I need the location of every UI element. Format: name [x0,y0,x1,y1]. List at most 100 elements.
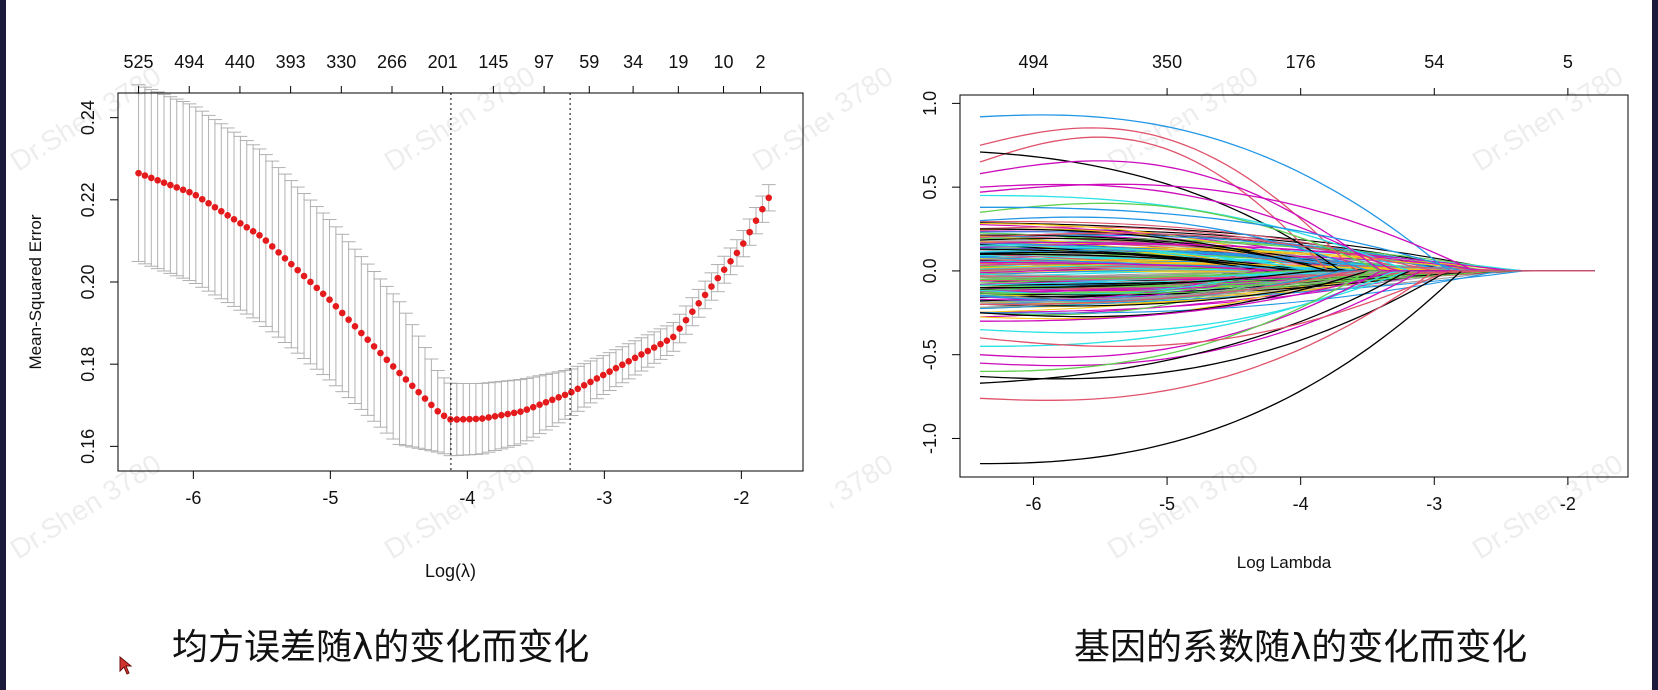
mse-point [510,409,518,417]
mse-point [612,364,620,372]
mse-point [256,232,263,239]
mse-point [587,378,594,386]
mse-point [383,356,391,364]
x-tick-label: -5 [1159,494,1175,514]
caption-right: 基因的系数随λ的变化而变化 [1074,627,1528,668]
coefficient-path [979,270,1595,314]
mse-point [364,336,372,344]
y-tick-label: 0.22 [78,182,98,217]
x-tick-label: -4 [1293,494,1309,514]
mse-point [720,266,728,274]
mse-point [179,186,187,194]
mse-point [224,211,231,219]
mse-point [332,302,340,310]
y-tick-label: 0.18 [78,347,98,382]
mse-point [746,228,753,236]
top-tick-label: 440 [225,52,255,72]
mse-point [606,368,613,375]
mse-point [275,249,282,256]
mse-point [415,388,422,396]
mse-point [752,217,760,224]
mse-point [739,240,747,247]
mse-point [498,411,505,419]
watermark: Dr.Shen 3780 [1467,60,1629,177]
mse-point [230,215,238,223]
mse-point [504,410,512,418]
mse-point [701,291,709,299]
y-tick-label: 0.16 [78,429,98,464]
top-tick-label: 494 [1018,52,1048,72]
mouse-cursor-icon [119,656,133,675]
mse-point [580,382,588,389]
x-tick-label: -4 [459,488,475,508]
mse-point [638,351,645,358]
mse-point [192,191,200,199]
mse-point [708,283,715,290]
mse-point [249,228,257,235]
plot-frame [117,92,804,472]
y-tick-label: 0.24 [78,100,98,135]
mse-point [714,274,722,282]
top-tick-label: 10 [714,52,734,72]
top-tick-label: 525 [124,52,154,72]
mse-point [319,290,327,298]
mse-point [294,266,301,274]
mse-point [345,316,352,323]
watermark: Dr.Shen 3780 [379,60,541,177]
top-tick-label: 266 [377,52,407,72]
mse-point [485,414,492,421]
mse-point [593,375,601,382]
mse-point [663,337,671,344]
mse-point [351,323,359,330]
x-tick-label: -2 [733,488,749,508]
mse-point [326,296,333,304]
point-group [135,169,773,423]
coefficient-path [979,264,1595,272]
coefficient-path-group [979,114,1595,465]
mse-point [370,343,378,350]
mse-point [689,308,696,316]
mse-point [434,407,442,415]
mse-point [173,184,181,191]
mse-point [644,347,652,355]
top-tick-label: 494 [174,52,204,72]
coefficient-path [979,270,1595,348]
mse-point [288,260,295,268]
watermark: Dr.Shen 3780 [830,60,898,177]
mse-point [459,416,467,423]
mse-point [631,354,639,362]
mse-point [625,357,633,365]
mse-point [421,395,429,402]
x-tick-label: -5 [322,488,338,508]
mse-point [619,361,626,369]
window-edge-left [0,0,6,690]
mse-point [141,172,149,179]
y-tick-label: -1.0 [920,423,940,454]
mse-point [676,325,683,332]
watermark: Dr.Shen 3780 [1467,448,1629,565]
y-tick-label: 0.5 [920,175,940,200]
mse-point [154,176,161,184]
top-tick-label: 176 [1286,52,1316,72]
mse-point [281,254,289,262]
mse-point [682,316,690,324]
window-edge-right [1652,0,1658,690]
top-tick-label: 5 [1563,52,1573,72]
top-tick-label: 59 [579,52,599,72]
watermark: Dr.Shen 3780 [1102,448,1264,565]
y-tick-label: 0.20 [78,264,98,299]
mse-point [237,219,244,227]
top-tick-label: 97 [534,52,554,72]
top-tick-label: 393 [276,52,306,72]
top-tick-label: 350 [1152,52,1182,72]
mse-point [205,199,212,207]
mse-point [313,284,321,292]
mse-point [402,376,410,383]
mse-point [669,333,677,341]
mse-point [542,398,550,406]
x-axis-title: Log Lambda [1237,553,1332,572]
mse-point [517,408,524,416]
mse-point [536,401,543,409]
mse-point [650,344,658,351]
